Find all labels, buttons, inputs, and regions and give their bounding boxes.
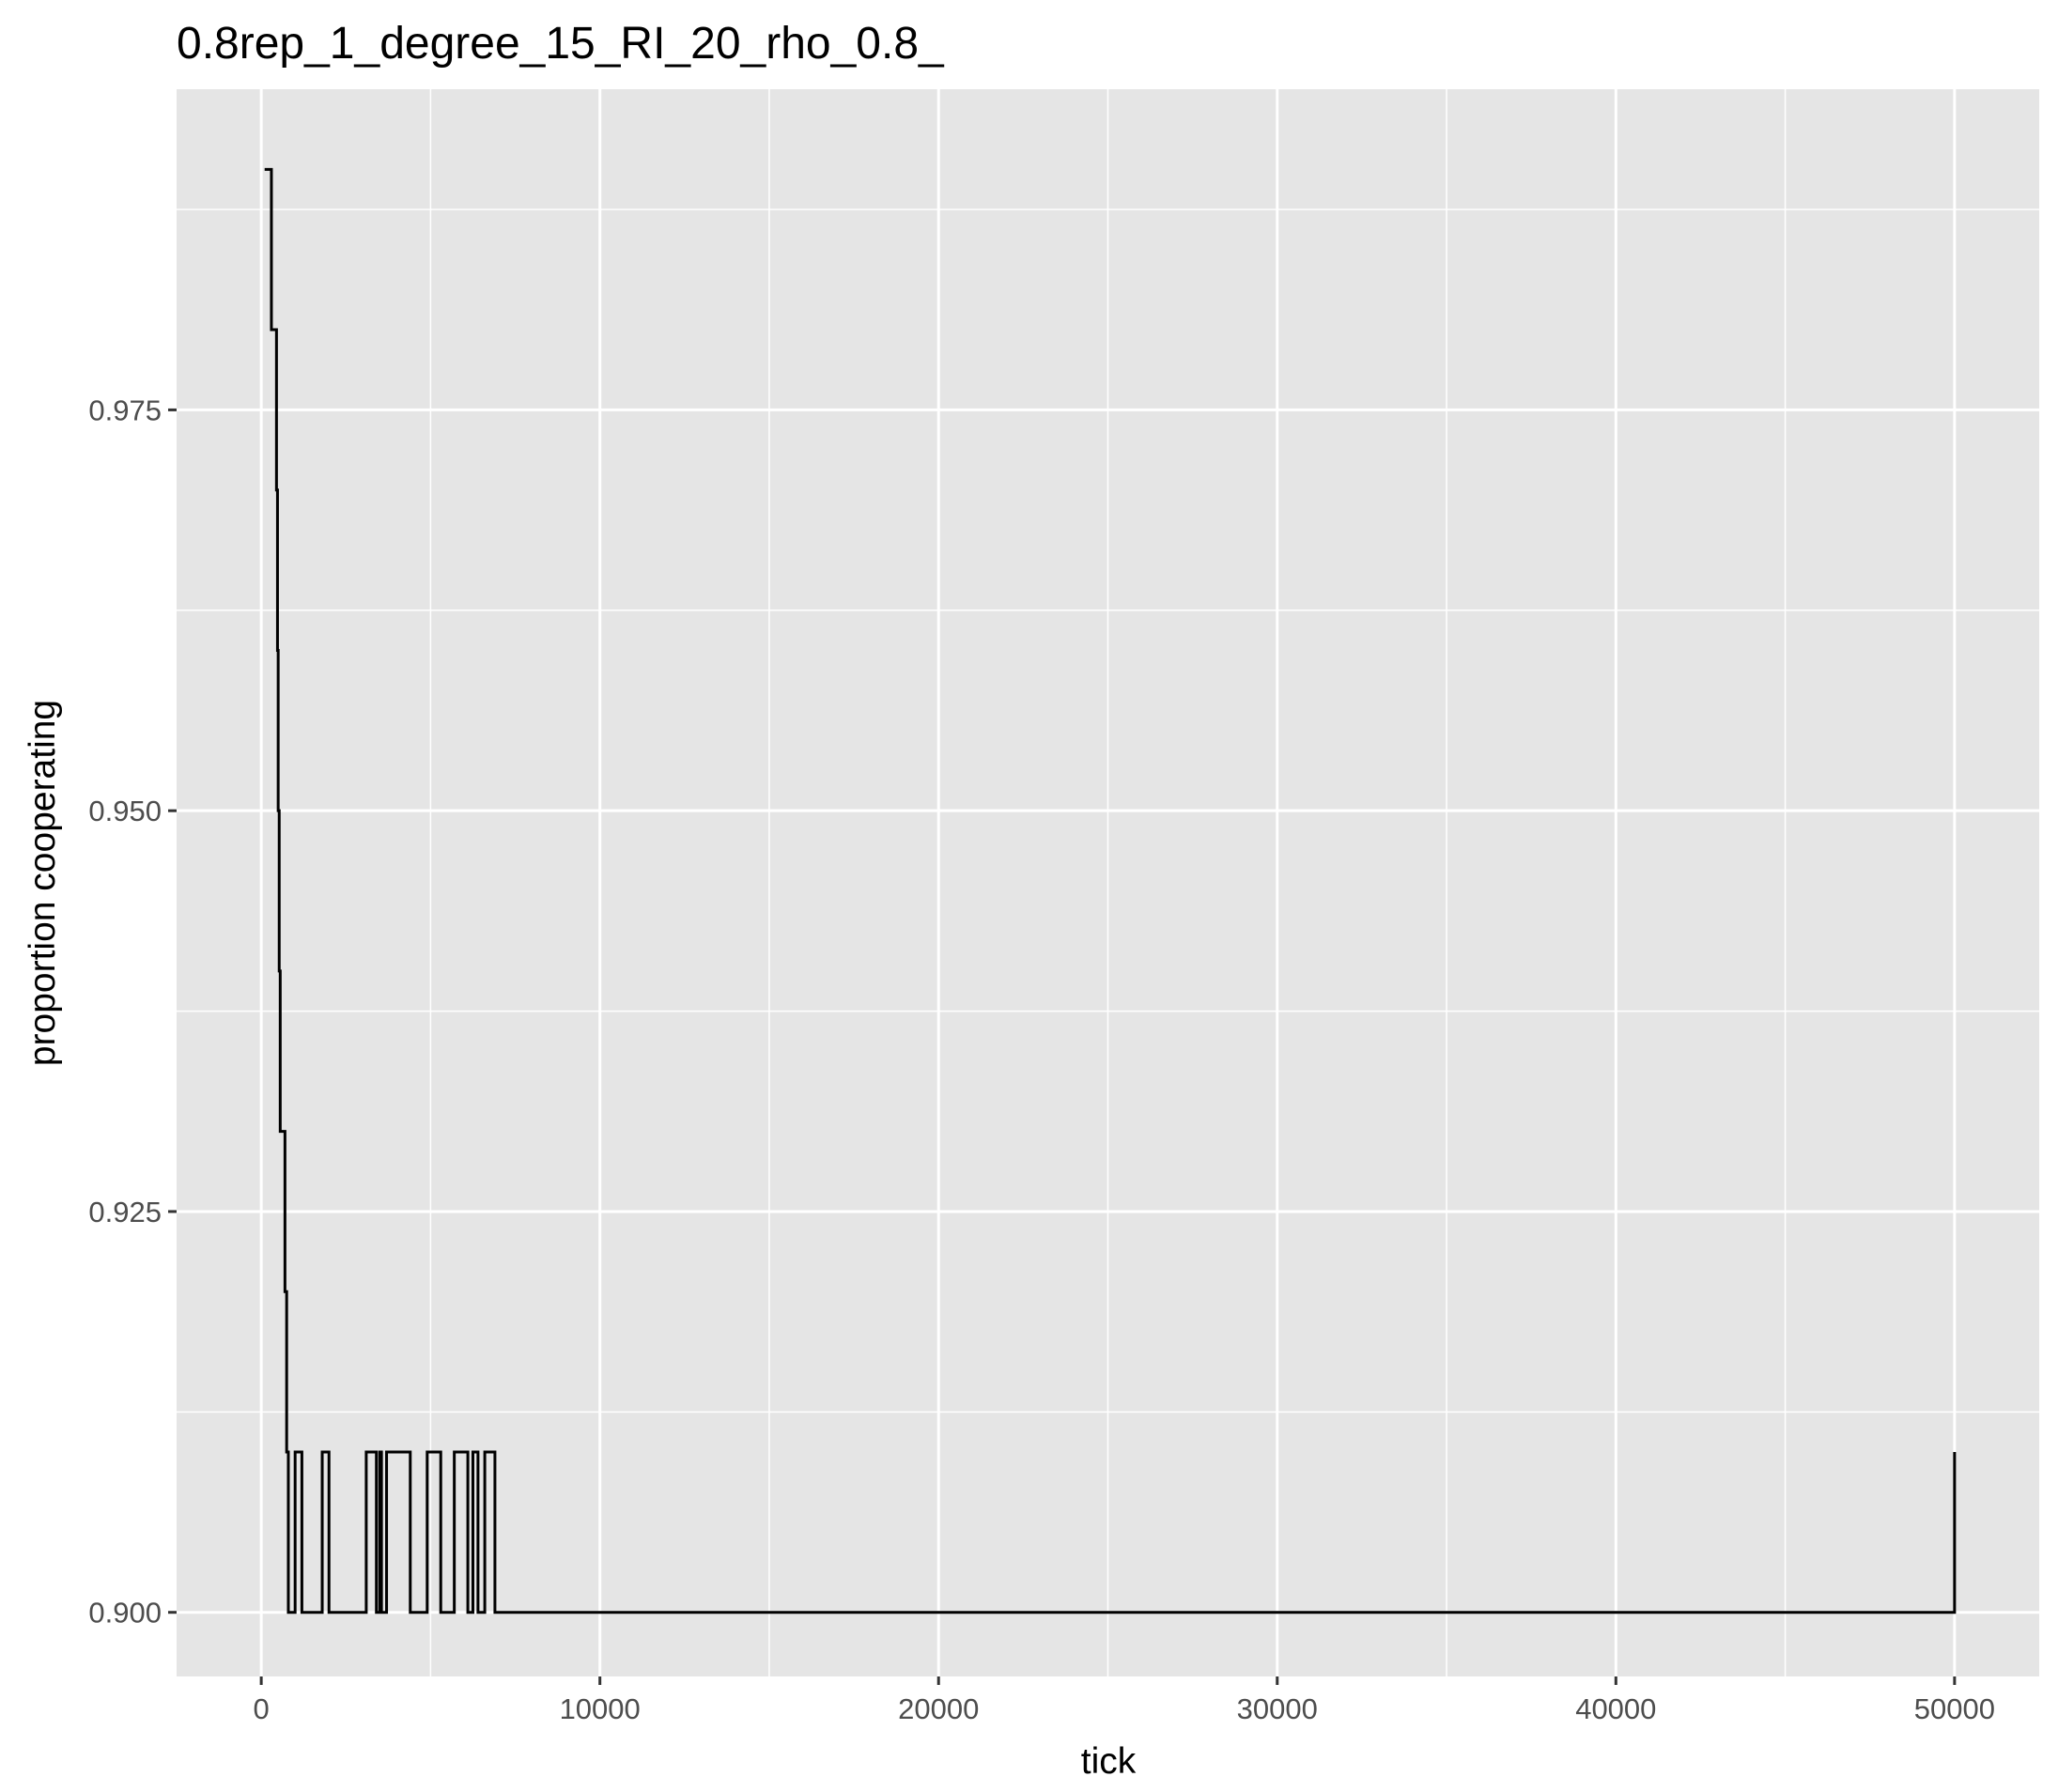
chart-title: 0.8rep_1_degree_15_RI_20_rho_0.8_ <box>177 19 945 69</box>
y-axis-title: proportion cooperating <box>23 700 63 1066</box>
y-axis: 0.900 0.925 0.950 0.975 <box>88 394 177 1630</box>
x-axis: 0 10000 20000 30000 40000 50000 <box>254 1676 1995 1725</box>
minor-gridlines <box>177 89 2039 1676</box>
x-tick-label: 20000 <box>898 1692 979 1725</box>
x-tick-label: 0 <box>254 1692 270 1725</box>
x-axis-title: tick <box>1081 1741 1137 1782</box>
y-tick-label: 0.900 <box>88 1597 162 1630</box>
series-line <box>264 167 1957 1614</box>
y-tick-label: 0.975 <box>88 394 162 426</box>
y-tick-label: 0.925 <box>88 1196 162 1228</box>
x-tick-label: 40000 <box>1575 1692 1656 1725</box>
x-tick-label: 10000 <box>560 1692 641 1725</box>
x-tick-label: 50000 <box>1914 1692 1995 1725</box>
major-gridlines <box>177 89 2039 1676</box>
x-tick-label: 30000 <box>1237 1692 1318 1725</box>
y-tick-label: 0.950 <box>88 795 162 827</box>
